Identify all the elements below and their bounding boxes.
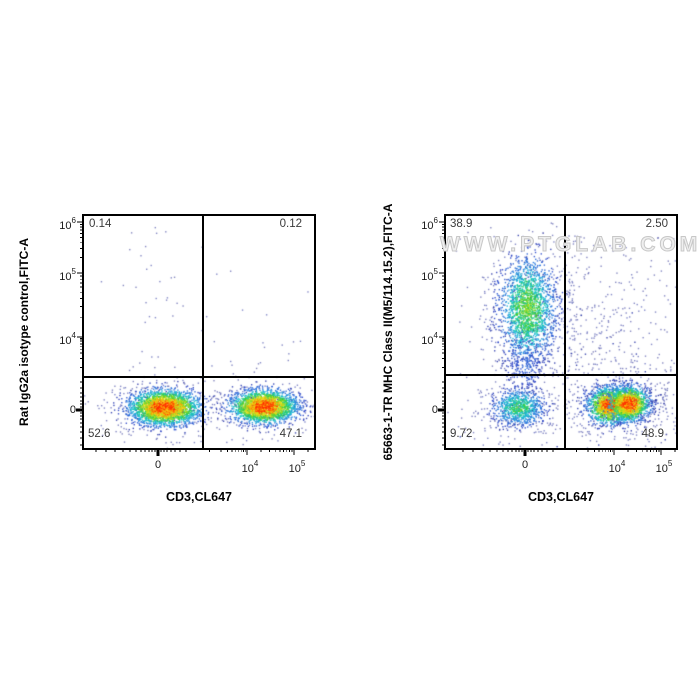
x-tick-label: 105: [655, 459, 673, 475]
x-tick-label: 104: [241, 459, 259, 475]
x-tick-label: 105: [288, 459, 306, 475]
y-axis-title-right: 65663-1-TR MHC Class II(M5/114.15.2),FIT…: [381, 203, 395, 461]
y-tick-label: 0: [69, 404, 76, 416]
y-tick-label: 105: [421, 267, 438, 283]
quadrant-upper-left-value: 38.9: [450, 218, 473, 230]
quadrant-upper-right-value: 2.50: [645, 218, 668, 230]
quadrant-lower-right-value: 48.9: [641, 428, 664, 440]
quadrant-lower-right-value: 47.1: [279, 428, 302, 440]
y-axis-title-left: Rat IgG2a isotype control,FITC-A: [17, 238, 31, 427]
quadrant-upper-left-value: 0.14: [89, 218, 112, 230]
x-tick-label: 104: [608, 459, 626, 475]
y-tick-label: 105: [59, 267, 76, 283]
x-tick-label: 0: [521, 459, 529, 471]
quadrant-upper-right-value: 0.12: [279, 218, 302, 230]
x-axis-title-left: CD3,CL647: [166, 490, 232, 504]
x-tick-label: 0: [154, 459, 162, 471]
quadrant-lower-left-value: 52.6: [88, 428, 111, 440]
y-tick-label: 0: [431, 404, 438, 416]
y-tick-label: 106: [59, 216, 76, 232]
y-tick-label: 104: [421, 331, 438, 347]
quadrant-lower-left-value: 9.72: [450, 428, 473, 440]
x-axis-title-right: CD3,CL647: [528, 490, 594, 504]
y-tick-label: 104: [59, 331, 76, 347]
y-tick-label: 106: [421, 216, 438, 232]
ptglab-watermark: WWW.PTGLAB.COM: [439, 233, 700, 257]
